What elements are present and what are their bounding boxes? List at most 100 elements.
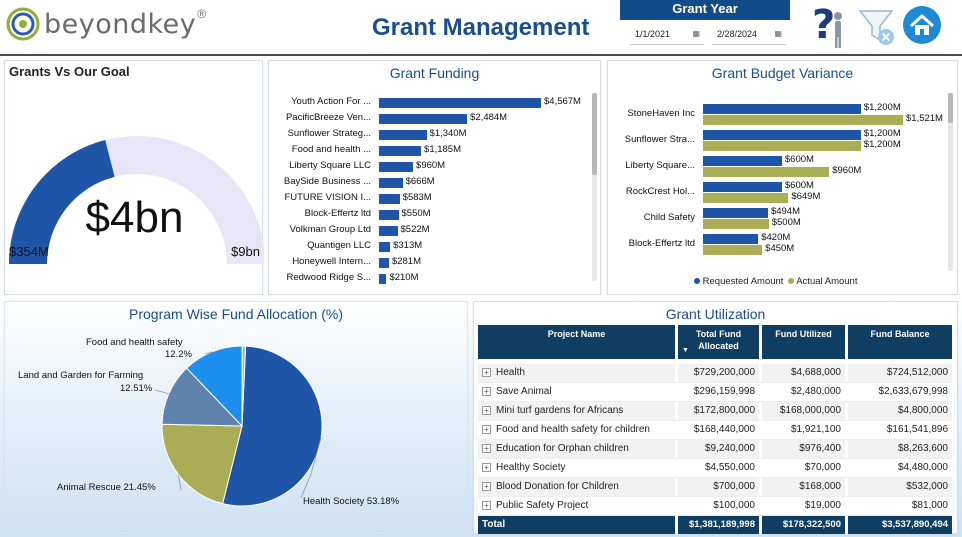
gauge-title: Grants Vs Our Goal bbox=[9, 64, 130, 79]
legend-requested-swatch bbox=[694, 278, 700, 284]
funding-bar[interactable] bbox=[379, 226, 398, 236]
calendar-icon[interactable]: ▦ bbox=[692, 29, 700, 38]
cell-project-name: + Food and health safety for children bbox=[478, 421, 678, 439]
utilization-table: Project Name Total Fund Allocated ▼ Fund… bbox=[478, 325, 952, 534]
variance-requested-bar[interactable] bbox=[703, 130, 861, 140]
funding-bar-value: $960M bbox=[416, 160, 446, 171]
funding-bar-label: Quantigen LLC bbox=[307, 240, 371, 251]
gauge-fill bbox=[9, 140, 115, 264]
cell-allocated: $729,200,000 bbox=[678, 364, 762, 382]
total-allocated: $1,381,189,998 bbox=[678, 516, 762, 534]
project-name: Blood Donation for Children bbox=[496, 481, 619, 492]
table-row[interactable]: + Public Safety Project $100,000 $19,000 $81… bbox=[478, 497, 952, 516]
date-to-value: 2/28/2024 bbox=[717, 29, 758, 39]
table-row[interactable]: + Blood Donation for Children $700,000 $168… bbox=[478, 478, 952, 497]
pie-slice-land-and-garden-for-farming[interactable] bbox=[161, 367, 244, 427]
cell-utilized: $2,480,000 bbox=[762, 383, 848, 401]
variance-actual-bar[interactable] bbox=[703, 219, 769, 229]
cell-utilized: $168,000 bbox=[762, 478, 848, 496]
cell-project-name: + Mini turf gardens for Africans bbox=[478, 402, 678, 420]
funding-bar-value: $2,484M bbox=[470, 112, 508, 123]
variance-scroll-thumb[interactable] bbox=[948, 93, 953, 123]
col-project-name[interactable]: Project Name bbox=[478, 325, 678, 359]
table-row[interactable]: + Health $729,200,000 $4,688,000 $724,512,00… bbox=[478, 364, 952, 383]
funding-scrollbar[interactable] bbox=[592, 93, 597, 281]
funding-bar[interactable] bbox=[379, 258, 389, 268]
funding-bar[interactable] bbox=[379, 130, 427, 140]
gauge-min-label: $354M bbox=[9, 244, 49, 259]
pie-leader-line bbox=[178, 474, 182, 491]
gauge-max-label: $9bn bbox=[231, 244, 260, 259]
funding-bar-label: Sunflower Strateg... bbox=[287, 128, 371, 139]
variance-requested-bar[interactable] bbox=[703, 208, 768, 218]
variance-requested-bar[interactable] bbox=[703, 104, 861, 114]
funding-bar[interactable] bbox=[379, 274, 387, 284]
expand-icon[interactable]: + bbox=[482, 424, 491, 434]
expand-icon[interactable]: + bbox=[482, 443, 491, 453]
svg-text:?: ? bbox=[812, 2, 835, 48]
col-fund-balance[interactable]: Fund Balance bbox=[870, 329, 930, 339]
variance-bar-label: Sunflower Stra... bbox=[624, 134, 695, 145]
pie-leader-line bbox=[204, 351, 213, 355]
funding-bar[interactable] bbox=[379, 210, 399, 220]
cell-balance: $532,000 bbox=[906, 481, 948, 492]
col-fund-utilized[interactable]: Fund Utilized bbox=[762, 325, 848, 359]
sort-desc-icon[interactable]: ▼ bbox=[682, 347, 689, 354]
expand-icon[interactable]: + bbox=[482, 386, 491, 396]
variance-scrollbar[interactable] bbox=[948, 93, 953, 271]
funding-bar[interactable] bbox=[379, 98, 541, 108]
funding-scroll-thumb[interactable] bbox=[592, 93, 597, 175]
table-body: + Health $729,200,000 $4,688,000 $724,512,00… bbox=[478, 364, 952, 516]
pie-label-animal: Animal Rescue 21.45% bbox=[57, 482, 156, 493]
funding-bar[interactable] bbox=[379, 194, 400, 204]
expand-icon[interactable]: + bbox=[482, 500, 491, 510]
clear-filter-icon[interactable] bbox=[858, 8, 898, 46]
brand-name: beyondkey bbox=[44, 8, 197, 40]
variance-actual-bar[interactable] bbox=[703, 245, 763, 255]
table-row[interactable]: + Save Animal $296,159,998 $2,480,000 $2,633… bbox=[478, 383, 952, 402]
table-row[interactable]: + Education for Orphan children $9,240,000… bbox=[478, 440, 952, 459]
table-row[interactable]: + Healthy Society $4,550,000 $70,000 $4,480,… bbox=[478, 459, 952, 478]
cell-balance: $4,800,000 bbox=[897, 405, 948, 416]
variance-actual-bar[interactable] bbox=[703, 167, 830, 177]
pie-pct-land: 12.51% bbox=[120, 383, 153, 394]
funding-bar[interactable] bbox=[379, 162, 414, 172]
funding-bar[interactable] bbox=[379, 114, 468, 124]
funding-bar[interactable] bbox=[379, 146, 422, 156]
expand-icon[interactable]: + bbox=[482, 405, 491, 415]
project-name: Health bbox=[496, 367, 525, 378]
pie-slice-animal-rescue[interactable] bbox=[161, 423, 243, 505]
funding-bar[interactable] bbox=[379, 178, 403, 188]
cell-utilized: $976,400 bbox=[762, 440, 848, 458]
pie-slice-other[interactable] bbox=[241, 345, 247, 427]
variance-actual-bar[interactable] bbox=[703, 115, 903, 125]
budget-variance-panel: Grant Budget Variance StoneHaven Inc $1,2… bbox=[607, 60, 958, 295]
pie-label-food: Food and health safety bbox=[86, 337, 183, 348]
home-icon[interactable] bbox=[902, 5, 942, 45]
funding-bar-value: $522M bbox=[400, 224, 430, 235]
variance-requested-bar[interactable] bbox=[703, 234, 759, 244]
calendar-icon[interactable]: ▦ bbox=[774, 29, 782, 38]
funding-bar[interactable] bbox=[379, 242, 391, 252]
pie-slice-food-and-health-safety[interactable] bbox=[186, 345, 243, 428]
expand-icon[interactable]: + bbox=[482, 462, 491, 472]
expand-icon[interactable]: + bbox=[482, 367, 491, 377]
cell-balance: $724,512,000 bbox=[886, 367, 948, 378]
variance-actual-bar[interactable] bbox=[703, 193, 789, 203]
col-total-allocated[interactable]: Total Fund Allocated ▼ bbox=[678, 325, 762, 359]
variance-requested-bar[interactable] bbox=[703, 182, 782, 192]
cell-allocated: $172,800,000 bbox=[678, 402, 762, 420]
table-row[interactable]: + Food and health safety for children $168… bbox=[478, 421, 952, 440]
project-name: Save Animal bbox=[496, 386, 552, 397]
date-from-value: 1/1/2021 bbox=[635, 29, 671, 39]
date-from-input[interactable]: 1/1/2021 ▦ bbox=[630, 25, 704, 45]
table-row[interactable]: + Mini turf gardens for Africans $172,800,… bbox=[478, 402, 952, 421]
funding-bar-value: $583M bbox=[402, 192, 432, 203]
cell-project-name: + Healthy Society bbox=[478, 459, 678, 477]
help-icon[interactable]: ? bbox=[808, 2, 848, 50]
cell-utilized: $1,921,100 bbox=[762, 421, 848, 439]
date-to-input[interactable]: 2/28/2024 ▦ bbox=[712, 25, 786, 45]
variance-actual-bar[interactable] bbox=[703, 141, 861, 151]
variance-requested-bar[interactable] bbox=[703, 156, 782, 166]
expand-icon[interactable]: + bbox=[482, 481, 491, 491]
